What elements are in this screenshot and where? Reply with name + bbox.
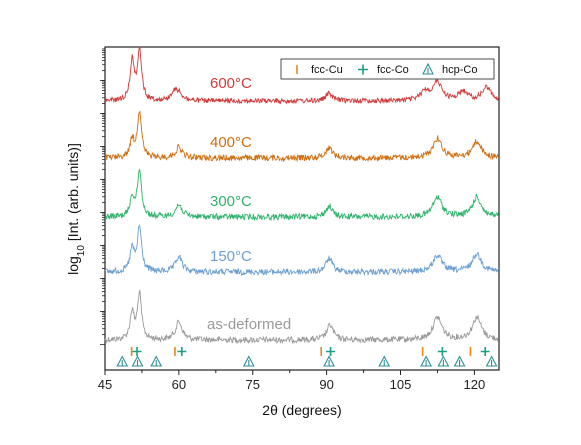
- series-line-400c: [104, 110, 499, 163]
- x-axis-ticks: 45 60 75 90 105 120: [98, 370, 485, 392]
- series-label-300c: 300°C: [210, 193, 252, 210]
- ref-marker-fcc-co: [132, 347, 142, 356]
- x-tick-label: 90: [319, 377, 333, 392]
- ref-marker-hcp-co: [131, 355, 144, 367]
- ref-marker-hcp-co: [116, 355, 129, 367]
- legend-label-hcp-co: hcp-Co: [442, 64, 477, 76]
- y-axis-ticks: [100, 48, 105, 345]
- series-line-600c: [104, 46, 500, 105]
- series-line-300c: [104, 168, 500, 222]
- legend-item-fcc-cu: fcc-Cu: [296, 64, 343, 76]
- ref-marker-hcp-co: [420, 355, 433, 367]
- legend-item-fcc-co: fcc-Co: [358, 64, 409, 76]
- legend-marker-fcc-co: [358, 64, 368, 75]
- legend-marker-hcp-co: [422, 62, 434, 75]
- x-tick-label: 45: [98, 377, 112, 392]
- legend-label-fcc-cu: fcc-Cu: [311, 64, 343, 76]
- series-label-as-deformed: as-deformed: [207, 316, 291, 333]
- ref-marker-fcc-co: [326, 347, 336, 356]
- legend-box: [280, 58, 495, 80]
- ref-marker-fcc-co: [437, 347, 447, 356]
- series-line-as-deformed: [104, 288, 499, 345]
- series-label-600c: 600°C: [210, 75, 252, 92]
- ref-marker-hcp-co: [323, 355, 335, 367]
- ref-marker-fcc-co: [177, 347, 187, 356]
- x-tick-label: 75: [246, 377, 260, 392]
- x-tick-label: 120: [464, 377, 486, 392]
- ref-marker-hcp-co: [378, 355, 391, 367]
- legend: fcc-Cu fcc-Co hcp-Co: [280, 58, 495, 80]
- plot-content: as-deformed 150°C 300°C 400°C 600°C: [104, 46, 500, 367]
- ref-marker-hcp-co: [453, 355, 466, 367]
- legend-label-fcc-co: fcc-Co: [377, 64, 409, 76]
- ref-marker-hcp-co: [150, 355, 163, 367]
- x-tick-label: 105: [390, 377, 412, 392]
- series-label-400c: 400°C: [210, 134, 252, 151]
- ref-marker-fcc-co: [480, 347, 490, 356]
- ref-marker-hcp-co: [485, 355, 498, 367]
- series-label-150c: 150°C: [210, 248, 252, 265]
- plot-frame: [104, 46, 500, 371]
- x-tick-label: 60: [172, 377, 186, 392]
- ref-marker-hcp-co: [437, 355, 450, 367]
- legend-item-hcp-co: hcp-Co: [422, 62, 477, 76]
- y-axis-label: log10 [Int. (arb. units)]: [65, 143, 87, 275]
- x-axis-label: 2θ (degrees): [262, 402, 341, 418]
- series-line-150c: [104, 224, 500, 277]
- ref-marker-hcp-co: [242, 355, 255, 367]
